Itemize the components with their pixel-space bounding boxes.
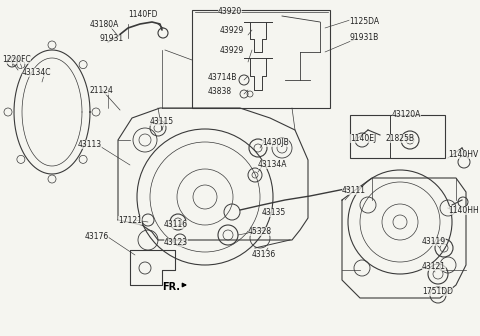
Text: 91931B: 91931B: [350, 33, 379, 42]
Text: 43180A: 43180A: [90, 20, 120, 29]
Bar: [350, 115, 445, 158]
Text: 43120A: 43120A: [392, 110, 421, 119]
Text: 43119: 43119: [422, 237, 446, 246]
Text: 43115: 43115: [150, 117, 174, 126]
Text: 43929: 43929: [220, 46, 244, 55]
Text: 1140FD: 1140FD: [128, 10, 157, 19]
Bar: [192, 10, 330, 108]
Text: 43113: 43113: [78, 140, 102, 149]
Text: 43136: 43136: [252, 250, 276, 259]
Text: 1140EJ: 1140EJ: [350, 134, 376, 143]
Text: FR.: FR.: [162, 282, 180, 292]
Text: 43920: 43920: [218, 7, 242, 16]
Text: 17121: 17121: [118, 216, 142, 225]
Text: 91931: 91931: [100, 34, 124, 43]
Text: 43135: 43135: [262, 208, 286, 217]
Text: 43121: 43121: [422, 262, 446, 271]
Text: 1125DA: 1125DA: [349, 17, 379, 26]
Text: 1751DD: 1751DD: [422, 287, 453, 296]
Text: 43116: 43116: [164, 220, 188, 229]
Text: 21124: 21124: [90, 86, 114, 95]
Text: 43123: 43123: [164, 238, 188, 247]
Text: 1140HV: 1140HV: [448, 150, 478, 159]
Text: 43838: 43838: [208, 87, 232, 96]
Text: 1140HH: 1140HH: [448, 206, 479, 215]
Text: 45328: 45328: [248, 227, 272, 236]
Text: 43714B: 43714B: [208, 73, 238, 82]
Text: 43929: 43929: [220, 26, 244, 35]
Text: 43134C: 43134C: [22, 68, 51, 77]
Text: 1220FC: 1220FC: [2, 55, 31, 64]
Text: 43134A: 43134A: [258, 160, 288, 169]
Text: 43111: 43111: [342, 186, 366, 195]
Text: 43176: 43176: [85, 232, 109, 241]
Text: 21825B: 21825B: [386, 134, 415, 143]
Text: 1430JB: 1430JB: [262, 138, 289, 147]
